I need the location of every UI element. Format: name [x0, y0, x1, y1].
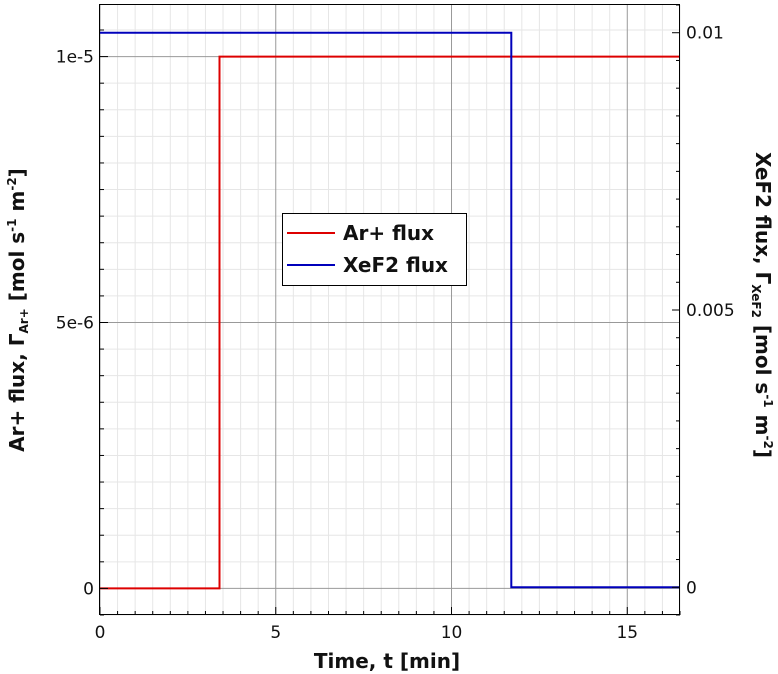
- legend-label-xef2-flux: XeF2 flux: [343, 253, 448, 277]
- y2-tick-label: 0: [686, 578, 697, 598]
- legend-label-ar-flux: Ar+ flux: [343, 221, 434, 245]
- x-axis-title: Time, t [min]: [314, 649, 460, 673]
- legend: Ar+ flux XeF2 flux: [282, 213, 467, 286]
- axis-ticks: [99, 4, 681, 616]
- y2-tick-label: 0.005: [686, 301, 735, 321]
- minor-grid: [100, 5, 681, 616]
- y-axis-title: Ar+ flux, ΓAr+ [mol s-1 m-2]: [5, 168, 31, 452]
- series-line-ar-flux: [100, 55, 680, 590]
- x-tick-label: 0: [95, 623, 106, 643]
- series-line-xef2-flux: [100, 31, 680, 589]
- y-tick-label: 5e-6: [56, 313, 94, 333]
- legend-box: [282, 213, 467, 286]
- y-tick-label: 0: [83, 579, 94, 599]
- x-tick-label: 5: [270, 623, 281, 643]
- y-tick-label: 1e-5: [56, 48, 94, 68]
- y2-axis-title: XeF2 flux, ΓXeF2 [mol s-1 m-2]: [749, 152, 775, 458]
- y2-tick-label: 0.01: [686, 24, 724, 44]
- plot-lines: [100, 31, 680, 590]
- x-tick-label: 15: [616, 623, 638, 643]
- tick-labels: 0 5 10 15 0 5e-6 1e-5 0 0.005 0.01: [56, 24, 735, 643]
- x-tick-label: 10: [441, 623, 463, 643]
